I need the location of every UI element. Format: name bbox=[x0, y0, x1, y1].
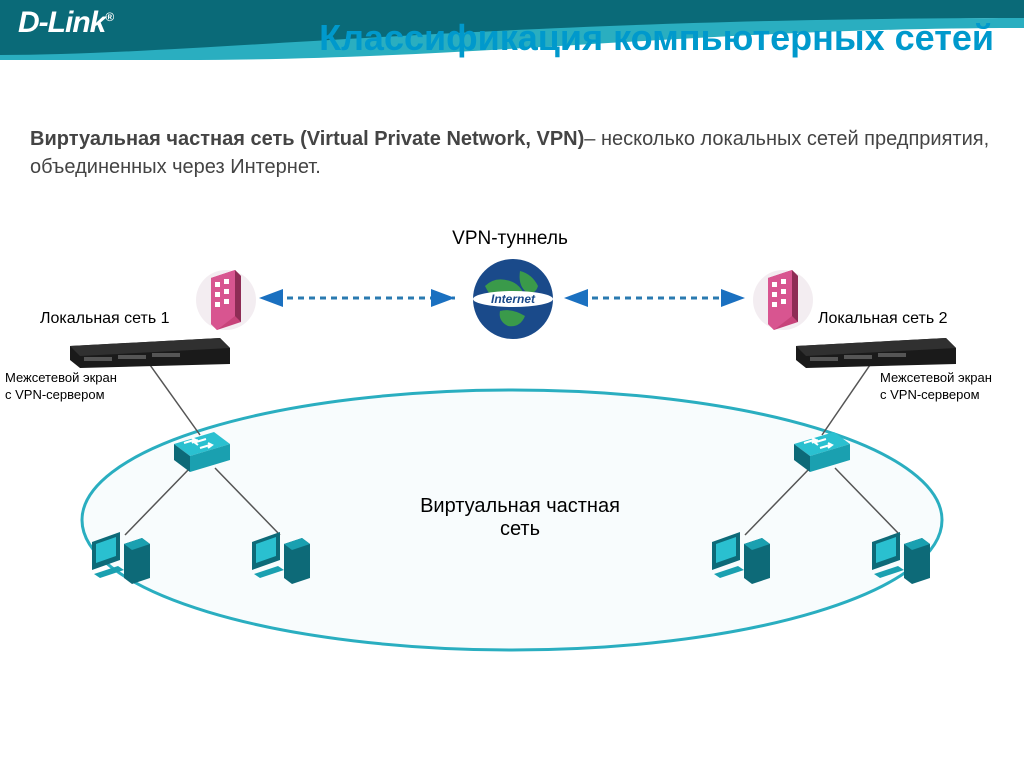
brand-logo: D-Link® bbox=[18, 6, 113, 40]
switch-icon-right bbox=[790, 430, 854, 479]
computer-icon-l1 bbox=[90, 530, 156, 593]
internet-globe-icon: Internet bbox=[470, 256, 556, 347]
vpn-center-label: Виртуальная частная сеть bbox=[400, 495, 640, 541]
logo-text: D-Link bbox=[18, 6, 105, 39]
logo-registered: ® bbox=[105, 10, 113, 24]
computer-icon-r2 bbox=[870, 530, 936, 593]
vpn-diagram: VPN-туннель bbox=[0, 220, 1024, 720]
firewall-rack-right-icon bbox=[796, 338, 956, 373]
internet-text: Internet bbox=[470, 292, 556, 306]
firewall-rack-left-icon bbox=[70, 338, 230, 373]
building-icon-left bbox=[195, 260, 257, 339]
computer-icon-l2 bbox=[250, 530, 316, 593]
firewall-1-label: Межсетевой экран с VPN-сервером bbox=[5, 370, 117, 404]
computer-icon-r1 bbox=[710, 530, 776, 593]
page-title: Классификация компьютерных сетей bbox=[304, 18, 994, 58]
local-net-1-label: Локальная сеть 1 bbox=[40, 310, 170, 328]
subtitle-paragraph: Виртуальная частная сеть (Virtual Privat… bbox=[30, 125, 994, 181]
switch-icon-left bbox=[170, 430, 234, 479]
subtitle-bold: Виртуальная частная сеть (Virtual Privat… bbox=[30, 128, 584, 150]
local-net-2-label: Локальная сеть 2 bbox=[818, 310, 948, 328]
firewall-2-label: Межсетевой экран с VPN-сервером bbox=[880, 370, 992, 404]
building-icon-right bbox=[752, 260, 814, 339]
